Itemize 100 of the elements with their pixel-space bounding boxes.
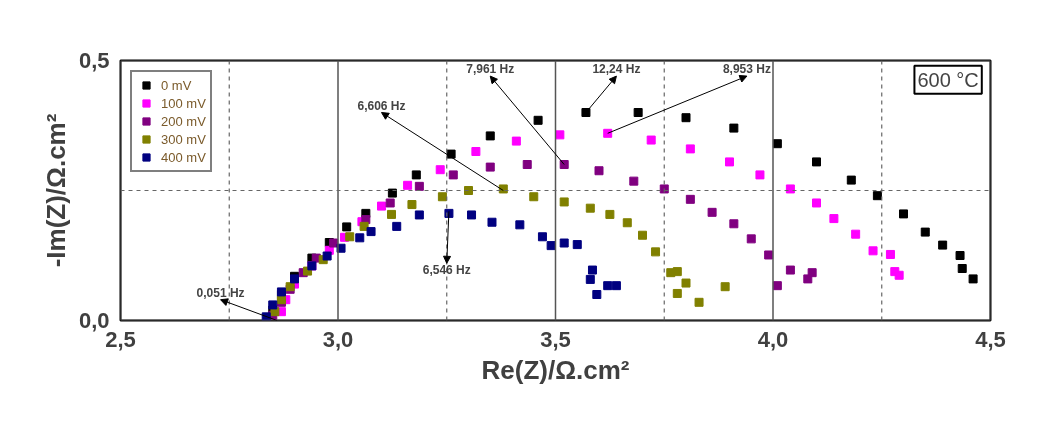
point xyxy=(622,218,632,228)
point xyxy=(435,165,445,175)
point xyxy=(345,232,355,242)
point xyxy=(764,250,774,260)
point xyxy=(720,282,730,292)
point xyxy=(633,108,643,117)
point xyxy=(485,131,495,141)
point xyxy=(529,192,539,202)
point xyxy=(581,108,591,117)
point xyxy=(672,267,682,277)
point xyxy=(587,265,597,275)
point xyxy=(829,214,839,224)
point xyxy=(651,247,661,257)
point xyxy=(387,188,397,198)
point xyxy=(437,192,447,202)
point xyxy=(559,197,569,207)
point xyxy=(515,220,525,230)
point xyxy=(772,281,782,291)
point xyxy=(594,166,604,176)
point xyxy=(533,115,543,125)
point xyxy=(485,162,495,172)
point xyxy=(685,144,695,154)
point xyxy=(522,160,532,169)
point xyxy=(559,238,569,248)
point xyxy=(681,113,691,123)
annotation: 600 °C xyxy=(917,68,979,91)
point xyxy=(938,240,948,250)
point xyxy=(329,238,339,248)
x-axis-title: Re(Z)/Ω.cm² xyxy=(481,354,630,385)
point xyxy=(411,170,421,180)
point xyxy=(672,288,682,298)
point xyxy=(585,274,595,284)
point xyxy=(403,180,413,190)
point xyxy=(659,184,669,194)
point xyxy=(785,184,795,194)
point xyxy=(812,198,821,208)
legend-label: 0 mV xyxy=(161,76,192,94)
point xyxy=(846,175,856,185)
point xyxy=(729,219,739,229)
point xyxy=(448,170,458,180)
x-tick-label: 4,5 xyxy=(975,326,1006,352)
point xyxy=(377,201,386,211)
point xyxy=(957,264,967,273)
legend-label: 100 mV xyxy=(161,94,206,112)
point xyxy=(899,209,908,219)
point xyxy=(955,251,965,260)
annotation: 6,606 Hz xyxy=(357,98,406,113)
point xyxy=(603,281,613,291)
point xyxy=(920,227,930,237)
x-tick-label: 3,0 xyxy=(322,326,354,352)
point xyxy=(366,227,376,237)
point xyxy=(968,274,978,284)
y-axis-title: -Im(Z)/Ω.cm² xyxy=(40,113,71,268)
point xyxy=(725,157,734,167)
point xyxy=(592,290,602,299)
point xyxy=(387,209,397,219)
annotation: 12,24 Hz xyxy=(592,62,641,77)
y-tick-label: 0,5 xyxy=(78,48,110,73)
point xyxy=(605,209,615,219)
point xyxy=(894,270,904,280)
point xyxy=(385,198,395,208)
point xyxy=(611,281,621,291)
point xyxy=(812,157,821,167)
x-tick-label: 3,5 xyxy=(540,326,571,352)
point xyxy=(537,232,547,242)
point xyxy=(685,194,695,204)
point xyxy=(707,207,717,217)
x-tick-label: 4,0 xyxy=(757,326,789,352)
annotation: 0,051 Hz xyxy=(196,285,245,300)
point xyxy=(681,278,691,288)
point xyxy=(414,181,424,191)
legend-label: 200 mV xyxy=(161,112,206,130)
point xyxy=(359,221,369,231)
point xyxy=(603,128,613,138)
point xyxy=(555,130,565,140)
point xyxy=(498,184,508,194)
point xyxy=(471,147,481,156)
point xyxy=(885,249,895,259)
point xyxy=(851,229,861,239)
point xyxy=(546,241,556,251)
point xyxy=(446,149,456,159)
point xyxy=(803,274,813,284)
annotation: 8,953 Hz xyxy=(722,62,771,77)
point xyxy=(772,139,782,149)
point xyxy=(646,135,656,145)
point xyxy=(355,233,365,243)
legend-label: 300 mV xyxy=(161,130,206,148)
point xyxy=(268,300,278,310)
point xyxy=(872,191,882,201)
legend-label: 400 mV xyxy=(161,148,206,166)
point xyxy=(322,251,332,261)
point xyxy=(729,123,739,133)
point xyxy=(585,203,595,213)
point xyxy=(407,200,417,210)
point xyxy=(694,297,704,307)
point xyxy=(467,210,477,220)
annotation: 7,961 Hz xyxy=(466,62,515,77)
point xyxy=(559,160,569,169)
point xyxy=(342,222,352,232)
point xyxy=(785,265,795,275)
